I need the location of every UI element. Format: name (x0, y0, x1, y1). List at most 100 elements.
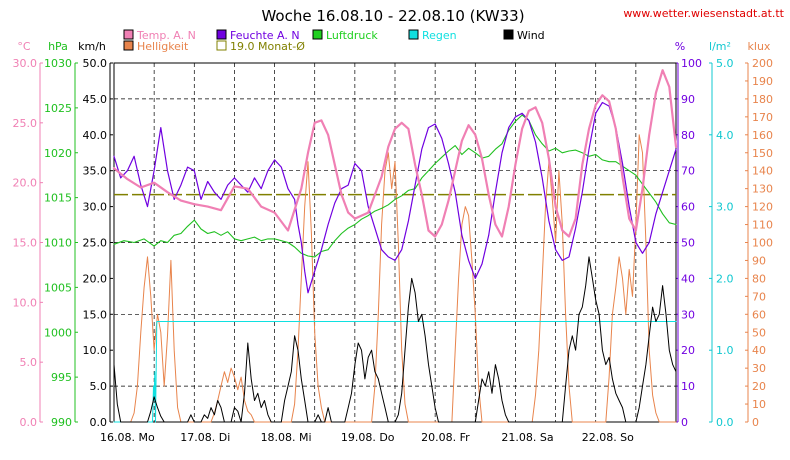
tick-label-lm2: 5.0 (716, 57, 734, 70)
tick-label-kmh: 25.0 (83, 237, 108, 250)
tick-label-kmh: 10.0 (83, 344, 108, 357)
tick-label-percent: 80 (681, 129, 695, 142)
legend-label: Helligkeit (137, 40, 189, 53)
x-tick-label: 16.08. Mo (100, 431, 155, 444)
unit-label-percent: % (675, 40, 685, 53)
tick-label-klux: 60 (752, 308, 766, 321)
tick-label-kmh: 20.0 (83, 272, 108, 285)
tick-label-klux: 190 (752, 75, 773, 88)
tick-label-percent: 60 (681, 201, 695, 214)
tick-label-hpa: 1010 (44, 237, 72, 250)
tick-label-celsius: 20.0 (13, 177, 38, 190)
tick-label-kmh: 35.0 (83, 165, 108, 178)
tick-label-lm2: 2.0 (716, 272, 734, 285)
tick-label-kmh: 5.0 (90, 380, 108, 393)
tick-label-celsius: 10.0 (13, 296, 38, 309)
tick-label-klux: 120 (752, 201, 773, 214)
x-tick-label: 18.08. Mi (261, 431, 312, 444)
tick-label-klux: 0 (752, 416, 759, 429)
legend-label: Feuchte A. N (230, 29, 300, 42)
legend-swatch (312, 29, 323, 40)
legend-label: Luftdruck (326, 29, 378, 42)
tick-label-percent: 50 (681, 237, 695, 250)
legend-swatch (216, 29, 227, 40)
x-tick-label: 21.08. Sa (501, 431, 553, 444)
tick-label-percent: 100 (681, 57, 702, 70)
tick-label-kmh: 40.0 (83, 129, 108, 142)
tick-label-hpa: 990 (51, 416, 72, 429)
tick-label-celsius: 15.0 (13, 237, 38, 250)
tick-label-kmh: 15.0 (83, 308, 108, 321)
tick-label-hpa: 1015 (44, 192, 72, 205)
x-tick-label: 19.08. Do (341, 431, 395, 444)
tick-label-klux: 100 (752, 237, 773, 250)
x-tick-label: 20.08. Fr (421, 431, 470, 444)
legend-swatch (123, 29, 134, 40)
series-line-temp-a-n (112, 69, 678, 238)
tick-label-hpa: 1000 (44, 326, 72, 339)
tick-label-lm2: 4.0 (716, 129, 734, 142)
legend-swatch (503, 29, 514, 40)
legend-label: Wind (517, 29, 545, 42)
unit-label-hpa: hPa (48, 40, 68, 53)
axis-unit-labels: °C hPa km/h% l/m² klux (17, 40, 771, 53)
tick-label-klux: 80 (752, 272, 766, 285)
tick-label-klux: 40 (752, 344, 766, 357)
x-axis-labels: 16.08. Mo 17.08. Di 18.08. Mi 19.08. Do 20.0… (100, 431, 634, 444)
legend-swatch (408, 29, 419, 40)
series-line-feuchte-a-n (113, 101, 677, 294)
tick-label-percent: 20 (681, 344, 695, 357)
x-tick-label: 22.08. So (582, 431, 634, 444)
tick-label-percent: 10 (681, 380, 695, 393)
tick-label-klux: 200 (752, 57, 773, 70)
tick-label-klux: 20 (752, 380, 766, 393)
unit-label-lm2: l/m² (709, 40, 731, 53)
tick-label-celsius: 30.0 (13, 57, 38, 70)
series-line-wind (113, 256, 677, 423)
chart-title: Woche 16.08.10 - 22.08.10 (KW33) (261, 7, 524, 25)
tick-label-klux: 30 (752, 362, 766, 375)
unit-label-celsius: °C (17, 40, 31, 53)
legend-swatch (123, 40, 134, 51)
tick-label-klux: 90 (752, 254, 766, 267)
unit-label-kmh: km/h (78, 40, 106, 53)
tick-label-kmh: 50.0 (83, 57, 108, 70)
tick-label-klux: 140 (752, 165, 773, 178)
tick-label-celsius: 0.0 (20, 416, 38, 429)
tick-label-hpa: 1025 (44, 102, 72, 115)
tick-label-hpa: 995 (51, 371, 72, 384)
tick-label-klux: 150 (752, 147, 773, 160)
legend-swatch (216, 40, 227, 51)
tick-label-percent: 0 (681, 416, 688, 429)
tick-label-lm2: 1.0 (716, 344, 734, 357)
tick-label-klux: 50 (752, 326, 766, 339)
tick-label-percent: 70 (681, 165, 695, 178)
tick-label-kmh: 45.0 (83, 93, 108, 106)
legend-label: Temp. A. N (136, 29, 196, 42)
tick-label-klux: 180 (752, 93, 773, 106)
tick-label-hpa: 1020 (44, 147, 72, 160)
tick-label-percent: 90 (681, 93, 695, 106)
series-line-regen (113, 321, 677, 423)
tick-label-lm2: 3.0 (716, 201, 734, 214)
website-link[interactable]: www.wetter.wiesenstadt.at.tt (623, 7, 784, 20)
tick-label-klux: 130 (752, 183, 773, 196)
plot-area (112, 62, 678, 423)
legend-label: 19.0 Monat-Ø (230, 40, 305, 53)
legend-label: Regen (422, 29, 457, 42)
tick-label-lm2: 0.0 (716, 416, 734, 429)
tick-label-percent: 40 (681, 272, 695, 285)
tick-label-celsius: 5.0 (20, 356, 38, 369)
tick-label-klux: 170 (752, 111, 773, 124)
tick-label-klux: 10 (752, 398, 766, 411)
tick-label-kmh: 30.0 (83, 201, 108, 214)
tick-label-kmh: 0.0 (90, 416, 108, 429)
tick-label-celsius: 25.0 (13, 117, 38, 130)
tick-label-hpa: 1030 (44, 57, 72, 70)
x-tick-label: 17.08. Di (180, 431, 230, 444)
tick-label-percent: 30 (681, 308, 695, 321)
axes: 30.025.020.015.010.05.00.010301025102010… (13, 57, 774, 429)
unit-label-klux: klux (748, 40, 771, 53)
